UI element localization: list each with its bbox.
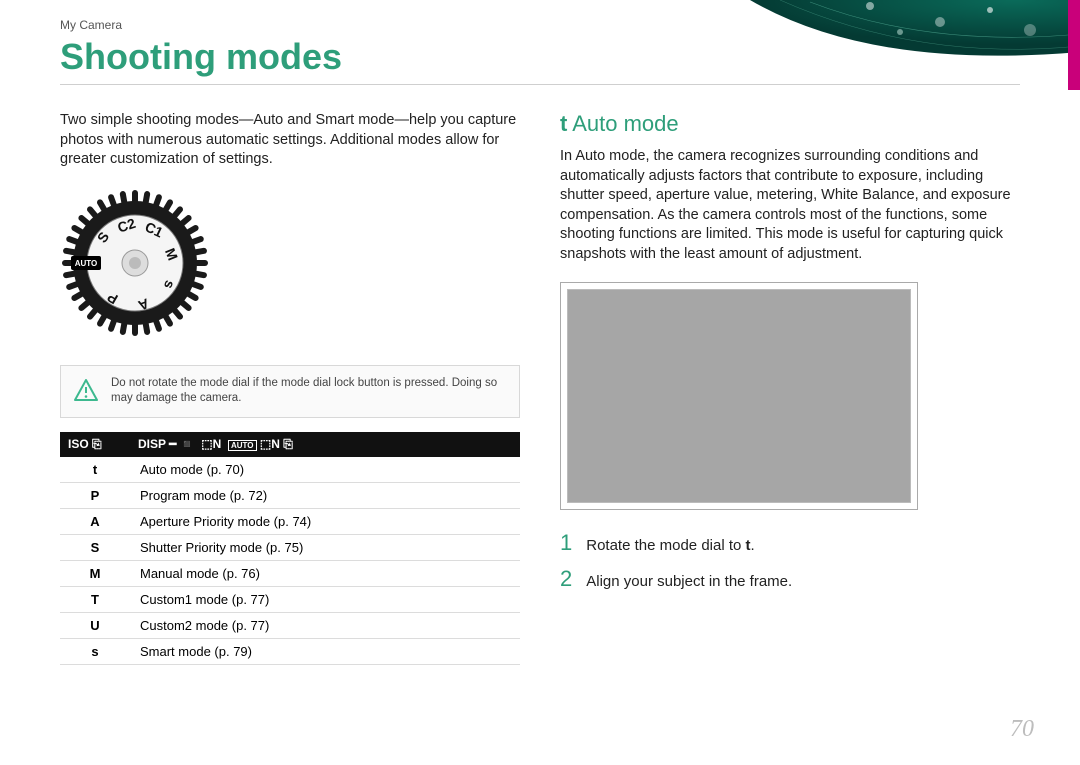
- warning-note: Do not rotate the mode dial if the mode …: [60, 365, 520, 418]
- step-item: 1 Rotate the mode dial to t.: [560, 532, 1020, 554]
- mode-symbol: P: [60, 482, 130, 508]
- mode-symbol: U: [60, 612, 130, 638]
- table-row: SShutter Priority mode (p. 75): [60, 534, 520, 560]
- table-header-left: ISO ⎘: [60, 432, 130, 457]
- mode-desc: Shutter Priority mode (p. 75): [130, 534, 520, 560]
- warning-text: Do not rotate the mode dial if the mode …: [111, 377, 497, 405]
- dial-auto-label: AUTO: [75, 259, 98, 268]
- page-number: 70: [1010, 716, 1034, 743]
- table-row: PProgram mode (p. 72): [60, 482, 520, 508]
- breadcrumb: My Camera: [60, 18, 1020, 32]
- step-number: 2: [560, 568, 572, 590]
- table-row: AAperture Priority mode (p. 74): [60, 508, 520, 534]
- steps-list: 1 Rotate the mode dial to t. 2 Align your s…: [560, 532, 1020, 590]
- step-text: Rotate the mode dial to t.: [586, 537, 754, 554]
- table-row: MManual mode (p. 76): [60, 560, 520, 586]
- warning-icon: [73, 378, 99, 404]
- mode-symbol: T: [60, 586, 130, 612]
- mode-symbol: M: [60, 560, 130, 586]
- mode-desc: Program mode (p. 72): [130, 482, 520, 508]
- mode-symbol: t: [60, 457, 130, 483]
- table-header-right: DISP ━ ◾ ⬚N AUTO ⬚N ⎘: [130, 432, 520, 457]
- mode-dial: AUTO SC2C1MsAP: [60, 188, 520, 343]
- mode-symbol: A: [60, 508, 130, 534]
- table-row: tAuto mode (p. 70): [60, 457, 520, 483]
- step-item: 2 Align your subject in the frame.: [560, 568, 1020, 590]
- section-body: In Auto mode, the camera recognizes surr…: [560, 147, 1020, 264]
- mode-desc: Custom1 mode (p. 77): [130, 586, 520, 612]
- step-number: 1: [560, 532, 572, 554]
- section-prefix: t: [560, 111, 567, 136]
- mode-desc: Aperture Priority mode (p. 74): [130, 508, 520, 534]
- mode-desc: Smart mode (p. 79): [130, 638, 520, 664]
- intro-text: Two simple shooting modes—Auto and Smart…: [60, 111, 520, 170]
- section-heading: t Auto mode: [560, 111, 1020, 137]
- mode-symbol: s: [60, 638, 130, 664]
- viewfinder-frame: [560, 282, 918, 510]
- mode-desc: Custom2 mode (p. 77): [130, 612, 520, 638]
- section-title: Auto mode: [572, 111, 678, 136]
- mode-symbol: S: [60, 534, 130, 560]
- mode-desc: Auto mode (p. 70): [130, 457, 520, 483]
- mode-desc: Manual mode (p. 76): [130, 560, 520, 586]
- viewfinder-inner: [567, 289, 911, 503]
- table-row: UCustom2 mode (p. 77): [60, 612, 520, 638]
- step-text: Align your subject in the frame.: [586, 573, 792, 590]
- page-title: Shooting modes: [60, 36, 1020, 78]
- title-rule: [60, 84, 1020, 85]
- table-row: sSmart mode (p. 79): [60, 638, 520, 664]
- mode-dial-svg: AUTO SC2C1MsAP: [60, 188, 210, 338]
- table-row: TCustom1 mode (p. 77): [60, 586, 520, 612]
- mode-table: ISO ⎘ DISP ━ ◾ ⬚N AUTO ⬚N ⎘ tAuto mode (…: [60, 432, 520, 665]
